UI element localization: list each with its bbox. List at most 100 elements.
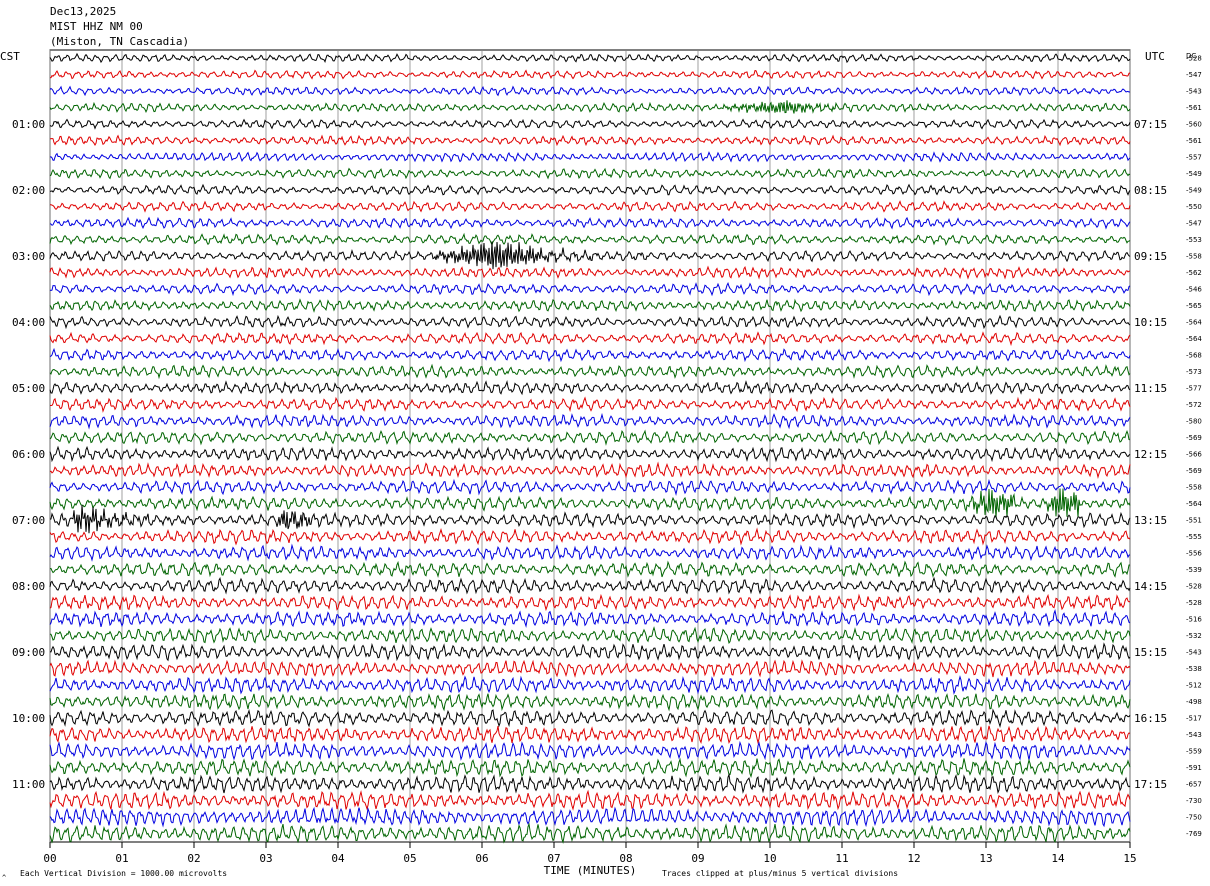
trace-line-10 <box>49 216 1131 230</box>
trace-line-7 <box>49 167 1131 180</box>
trace-line-22 <box>49 412 1131 430</box>
dc-offset-value: -564 <box>1186 500 1202 508</box>
footer-left-note: Each Vertical Division = 1000.00 microvo… <box>20 869 227 878</box>
location-label: (Miston, TN Cascadia) <box>50 35 189 48</box>
trace-line-13 <box>49 265 1131 280</box>
right-hour-label: 08:15 <box>1134 184 1167 197</box>
dc-offset-value: -657 <box>1186 781 1202 789</box>
trace-line-19 <box>49 363 1131 380</box>
dc-offset-value: -516 <box>1186 616 1202 624</box>
trace-line-14 <box>49 282 1131 297</box>
dc-offset-value: -546 <box>1186 286 1202 294</box>
dc-offset-value: -547 <box>1186 71 1202 79</box>
trace-line-47 <box>49 822 1131 845</box>
left-time-axis: 01:00 02:00 03:00 04:00 05:00 06:00 07:00 08:00… <box>12 118 45 791</box>
trace-line-42 <box>49 740 1131 761</box>
trace-line-18 <box>49 347 1131 363</box>
trace-line-46 <box>49 806 1131 828</box>
trace-line-21 <box>50 396 1131 413</box>
trace-line-31 <box>49 560 1131 578</box>
right-hour-label: 13:15 <box>1134 514 1167 527</box>
dc-offset-value: -549 <box>1186 187 1202 195</box>
right-timezone-label: UTC <box>1145 50 1165 63</box>
right-hour-label: 16:15 <box>1134 712 1167 725</box>
trace-line-44 <box>49 772 1131 794</box>
x-tick-label-09: 09 <box>691 852 704 865</box>
x-tick-label-15: 15 <box>1123 852 1136 865</box>
trace-line-12 <box>49 241 1131 270</box>
date-label: Dec13,2025 <box>50 5 116 18</box>
dc-offset-value: -543 <box>1186 649 1202 657</box>
trace-line-20 <box>49 380 1131 396</box>
trace-line-33 <box>49 593 1131 612</box>
x-axis: 00 01 02 03 04 05 06 07 08 09 10 11 12 13 14 15 <box>43 842 1137 865</box>
dc-offset-value: -577 <box>1186 385 1202 393</box>
trace-line-17 <box>49 331 1131 347</box>
dc-offset-value: -528 <box>1186 599 1202 607</box>
dc-offset-value: -550 <box>1186 203 1202 211</box>
x-tick-label-06: 06 <box>475 852 488 865</box>
dc-offset-value: -558 <box>1186 484 1202 492</box>
dc-offset-value: -569 <box>1186 467 1202 475</box>
trace-line-3 <box>49 100 1131 114</box>
trace-line-24 <box>49 445 1131 463</box>
trace-line-28 <box>49 504 1131 534</box>
dc-offset-value: -560 <box>1186 121 1202 129</box>
trace-line-41 <box>49 725 1131 745</box>
footer-right-note: Traces clipped at plus/minus 5 vertical … <box>662 869 898 878</box>
x-tick-label-03: 03 <box>259 852 272 865</box>
x-tick-label-11: 11 <box>835 852 848 865</box>
left-hour-label: 01:00 <box>12 118 45 131</box>
trace-line-43 <box>49 757 1131 779</box>
dc-offset-value: -555 <box>1186 533 1202 541</box>
dc-offset-value: -532 <box>1186 632 1202 640</box>
left-hour-label: 11:00 <box>12 778 45 791</box>
trace-line-27 <box>49 488 1131 519</box>
dc-offset-value: -498 <box>1186 698 1202 706</box>
dc-offset-value: -551 <box>1186 517 1202 525</box>
left-hour-label: 07:00 <box>12 514 45 527</box>
dc-offset-value: -769 <box>1186 830 1202 838</box>
dc-offset-value: -591 <box>1186 764 1202 772</box>
dc-offset-value: -566 <box>1186 451 1202 459</box>
left-hour-label: 05:00 <box>12 382 45 395</box>
station-label: MIST HHZ NM 00 <box>50 20 143 33</box>
dc-offset-value: -557 <box>1186 154 1202 162</box>
dc-offset-value: -564 <box>1186 335 1202 343</box>
right-hour-label: 11:15 <box>1134 382 1167 395</box>
trace-line-0 <box>49 52 1131 64</box>
trace-line-32 <box>49 576 1131 595</box>
trace-line-16 <box>49 314 1131 330</box>
x-tick-label-04: 04 <box>331 852 345 865</box>
trace-line-26 <box>49 478 1131 496</box>
left-hour-label: 09:00 <box>12 646 45 659</box>
dc-offset-value: -543 <box>1186 88 1202 96</box>
dc-offset-value: -568 <box>1186 352 1202 360</box>
trace-line-36 <box>50 642 1131 662</box>
trace-line-9 <box>49 200 1131 213</box>
dc-offset-value: -561 <box>1186 104 1202 112</box>
left-hour-label: 08:00 <box>12 580 45 593</box>
dc-offset-value: -573 <box>1186 368 1202 376</box>
trace-line-15 <box>49 298 1131 313</box>
right-hour-label: 10:15 <box>1134 316 1167 329</box>
dc-offset-value: -543 <box>1186 731 1202 739</box>
x-tick-label-10: 10 <box>763 852 776 865</box>
right-hour-label: 17:15 <box>1134 778 1167 791</box>
trace-line-11 <box>49 232 1131 247</box>
trace-line-6 <box>49 151 1131 163</box>
left-hour-label: 02:00 <box>12 184 45 197</box>
right-hour-label: 14:15 <box>1134 580 1167 593</box>
minute-gridlines <box>49 50 1131 842</box>
dc-offset-value: -556 <box>1186 550 1202 558</box>
left-timezone-label: CST <box>0 50 20 63</box>
right-hour-label: 07:15 <box>1134 118 1167 131</box>
right-hour-label: 09:15 <box>1134 250 1167 263</box>
x-tick-label-00: 00 <box>43 852 56 865</box>
trace-line-45 <box>49 789 1131 811</box>
dc-offset-value: -547 <box>1186 220 1202 228</box>
dc-offset-value: -564 <box>1186 319 1202 327</box>
trace-line-25 <box>49 461 1131 479</box>
x-tick-label-02: 02 <box>187 852 200 865</box>
